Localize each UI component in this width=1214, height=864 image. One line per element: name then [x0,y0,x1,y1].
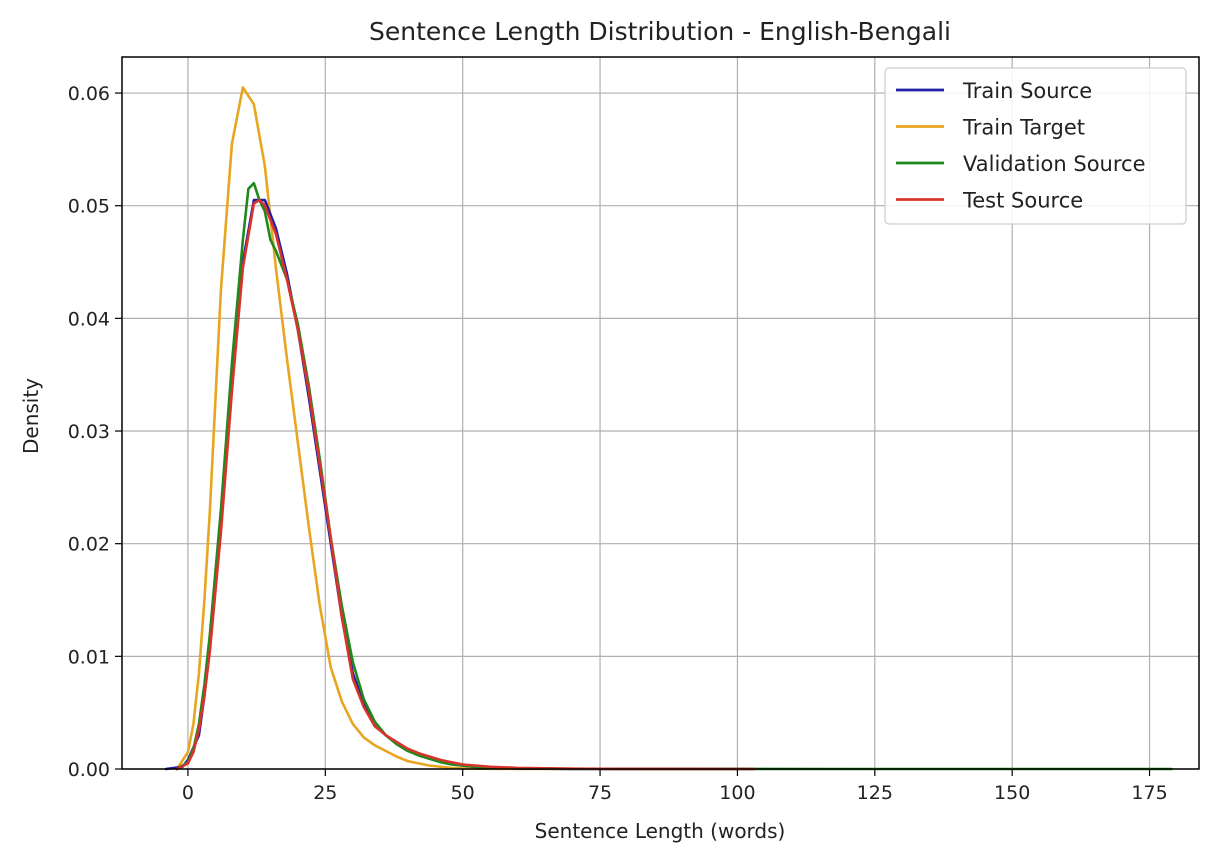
y-tick-label: 0.02 [68,534,110,556]
legend-entry-label: Train Target [962,116,1085,140]
plot-series [164,86,1173,771]
series-line-train-target [175,86,574,771]
legend-entry-label: Test Source [962,189,1083,213]
y-axis-label: Density [19,378,43,454]
x-tick-label: 75 [588,782,612,804]
y-tick-label: 0.03 [68,421,110,443]
series-line-validation-source [175,181,1173,771]
x-tick-label: 150 [994,782,1030,804]
legend-entry-label: Validation Source [963,152,1146,176]
chart-title: Sentence Length Distribution - English-B… [369,17,951,46]
y-tick-label: 0.00 [68,759,110,781]
x-tick-label: 25 [313,782,337,804]
x-tick-label: 0 [182,782,194,804]
plot-frame [121,56,1200,770]
y-tick-label: 0.05 [68,196,110,218]
x-tick-label: 175 [1131,782,1167,804]
x-tick-label: 125 [857,782,893,804]
legend: Train Source Train Target Validation Sourc… [884,67,1187,225]
axis-ticks: 0 25 50 75 100 125 150 175 0.00 0.01 0.02 0.03 0.04 0… [68,83,1168,804]
y-tick-label: 0.01 [68,646,110,668]
y-tick-label: 0.04 [68,308,110,330]
x-axis-label: Sentence Length (words) [535,819,786,843]
y-tick-label: 0.06 [68,83,110,105]
series-line-train-source [164,198,756,771]
legend-entry-label: Train Source [962,79,1092,103]
legend-box [884,67,1187,225]
x-tick-label: 100 [719,782,755,804]
x-tick-label: 50 [451,782,475,804]
series-line-test-source [175,198,756,771]
